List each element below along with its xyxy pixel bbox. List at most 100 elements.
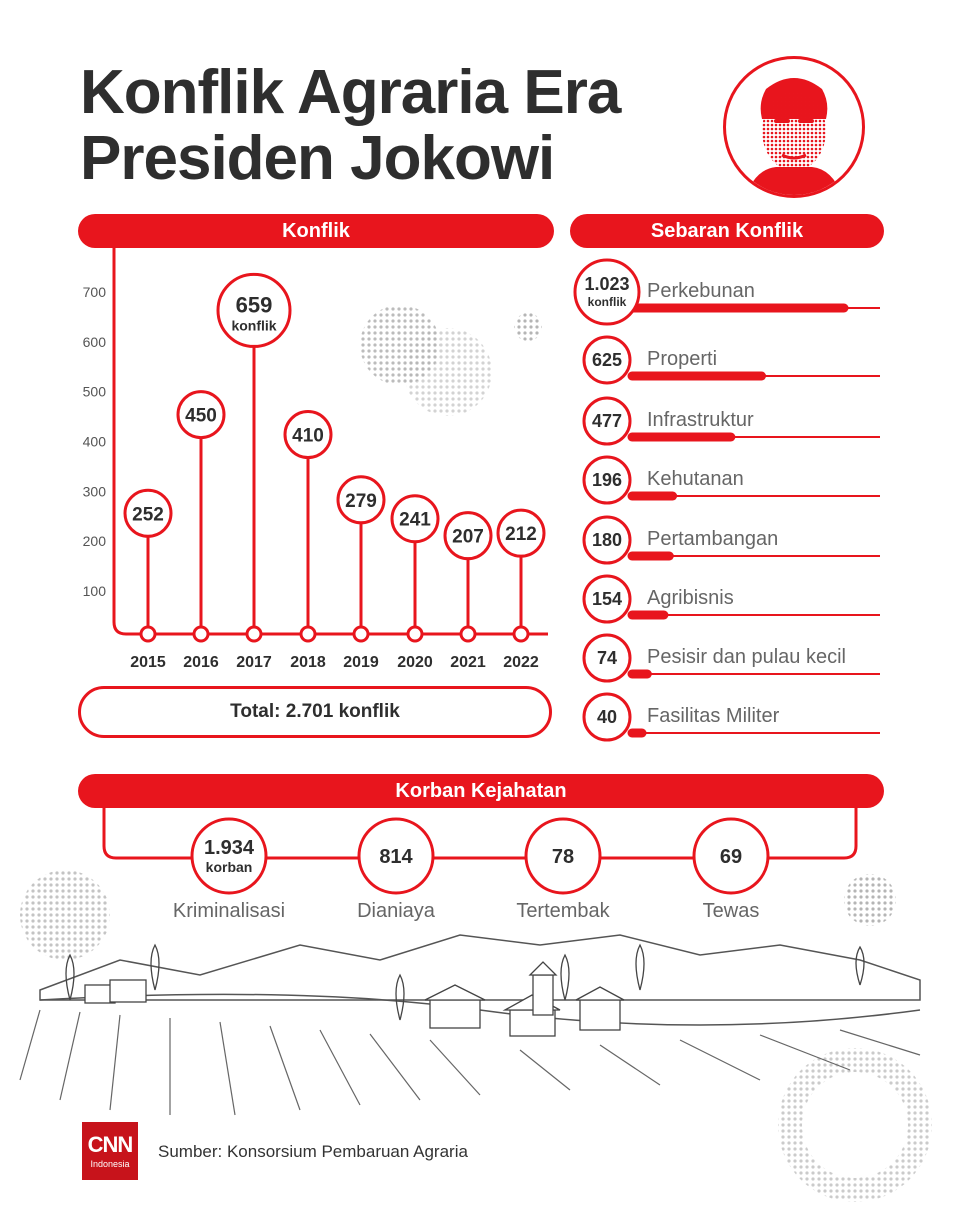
page-title: Konflik Agraria Era Presiden Jokowi bbox=[80, 58, 621, 193]
value-bubble bbox=[336, 475, 386, 525]
logo-bottom-text: Indonesia bbox=[90, 1158, 130, 1169]
total-konflik-label: Total: 2.701 konflik bbox=[230, 701, 400, 722]
category-value-bubble bbox=[582, 335, 632, 385]
korban-value-label: 1.934 bbox=[204, 837, 255, 859]
year-marker bbox=[406, 625, 424, 643]
value-label: 252 bbox=[132, 504, 164, 525]
category-value-label: 154 bbox=[592, 589, 622, 609]
category-name-label: Perkebunan bbox=[647, 280, 755, 302]
category-value-sub-label: konflik bbox=[588, 295, 627, 309]
category-value-label: 477 bbox=[592, 411, 622, 431]
category-value-label: 1.023 bbox=[584, 274, 629, 294]
category-value-bubble bbox=[582, 396, 632, 446]
y-tick-label: 400 bbox=[83, 434, 107, 450]
value-sub-label: konflik bbox=[231, 317, 276, 333]
korban-category-label: Dianiaya bbox=[357, 900, 436, 922]
value-bubble bbox=[176, 390, 226, 440]
korban-header: Korban Kejahatan bbox=[78, 774, 884, 808]
korban-value-bubble bbox=[357, 817, 435, 895]
category-value-bubble bbox=[582, 515, 632, 565]
value-bubble bbox=[443, 511, 493, 561]
portrait-illustration bbox=[746, 78, 842, 195]
year-marker bbox=[245, 625, 263, 643]
year-marker bbox=[299, 625, 317, 643]
y-tick-label: 100 bbox=[83, 583, 107, 599]
category-name-label: Infrastruktur bbox=[647, 409, 754, 431]
year-label: 2015 bbox=[130, 654, 166, 671]
year-label: 2019 bbox=[343, 654, 379, 671]
source-note: Sumber: Konsorsium Pembaruan Agraria bbox=[158, 1142, 468, 1161]
value-label: 450 bbox=[185, 406, 217, 427]
korban-header-label: Korban Kejahatan bbox=[395, 779, 567, 802]
category-value-bubble bbox=[582, 633, 632, 683]
y-tick-label: 700 bbox=[83, 284, 107, 300]
year-marker bbox=[512, 625, 530, 643]
y-tick-label: 300 bbox=[83, 483, 107, 499]
year-label: 2018 bbox=[290, 654, 326, 671]
category-name-label: Agribisnis bbox=[647, 587, 734, 609]
title-line-1: Konflik Agraria Era bbox=[80, 58, 621, 127]
korban-value-bubble bbox=[692, 817, 770, 895]
year-marker bbox=[352, 625, 370, 643]
value-label: 207 bbox=[452, 527, 484, 548]
category-name-label: Pesisir dan pulau kecil bbox=[647, 646, 846, 668]
korban-value-label: 69 bbox=[720, 846, 742, 868]
korban-category-label: Kriminalisasi bbox=[173, 900, 285, 922]
category-value-label: 625 bbox=[592, 350, 622, 370]
korban-value-label: 814 bbox=[379, 846, 413, 868]
category-name-label: Fasilitas Militer bbox=[647, 705, 780, 727]
category-value-label: 196 bbox=[592, 470, 622, 490]
korban-category-label: Tewas bbox=[703, 900, 760, 922]
category-value-bubble bbox=[573, 258, 641, 326]
category-name-label: Properti bbox=[647, 348, 717, 370]
value-bubble bbox=[283, 410, 333, 460]
korban-category-label: Tertembak bbox=[516, 900, 610, 922]
year-marker bbox=[139, 625, 157, 643]
y-tick-label: 200 bbox=[83, 533, 107, 549]
total-konflik-box: Total: 2.701 konflik bbox=[78, 686, 552, 738]
category-value-label: 40 bbox=[597, 707, 617, 727]
y-tick-label: 500 bbox=[83, 384, 107, 400]
year-label: 2016 bbox=[183, 654, 219, 671]
korban-value-bubble bbox=[190, 817, 268, 895]
korban-value-sub-label: korban bbox=[206, 859, 253, 875]
korban-connector-line bbox=[102, 806, 858, 860]
category-name-label: Pertambangan bbox=[647, 528, 778, 550]
sebaran-header: Sebaran Konflik bbox=[570, 214, 884, 248]
value-bubble bbox=[390, 494, 440, 544]
value-label: 410 bbox=[292, 426, 324, 447]
year-label: 2021 bbox=[450, 654, 486, 671]
category-value-bubble bbox=[582, 692, 632, 742]
axis-line bbox=[112, 240, 548, 636]
cnn-indonesia-logo: CNN Indonesia bbox=[82, 1122, 138, 1180]
year-label: 2017 bbox=[236, 654, 272, 671]
title-line-2: Presiden Jokowi bbox=[80, 123, 555, 193]
value-label: 212 bbox=[505, 524, 537, 545]
category-value-bubble bbox=[582, 574, 632, 624]
year-label: 2020 bbox=[397, 654, 433, 671]
logo-top-text: CNN bbox=[87, 1131, 134, 1157]
konflik-header-label: Konflik bbox=[282, 219, 350, 242]
category-name-label: Kehutanan bbox=[647, 468, 744, 490]
sebaran-header-label: Sebaran Konflik bbox=[650, 219, 804, 242]
value-bubble bbox=[123, 488, 173, 538]
category-value-label: 180 bbox=[592, 530, 622, 550]
year-marker bbox=[459, 625, 477, 643]
value-label: 241 bbox=[399, 510, 431, 531]
korban-value-bubble bbox=[524, 817, 602, 895]
person-portrait-icon bbox=[723, 56, 865, 198]
year-label: 2022 bbox=[503, 654, 539, 671]
category-value-bubble bbox=[582, 455, 632, 505]
value-label: 659 bbox=[236, 292, 273, 317]
konflik-header: Konflik bbox=[78, 214, 554, 248]
value-label: 279 bbox=[345, 491, 377, 512]
korban-value-label: 78 bbox=[552, 846, 574, 868]
category-value-label: 74 bbox=[597, 648, 617, 668]
value-bubble bbox=[216, 272, 292, 348]
year-marker bbox=[192, 625, 210, 643]
value-bubble bbox=[496, 508, 546, 558]
